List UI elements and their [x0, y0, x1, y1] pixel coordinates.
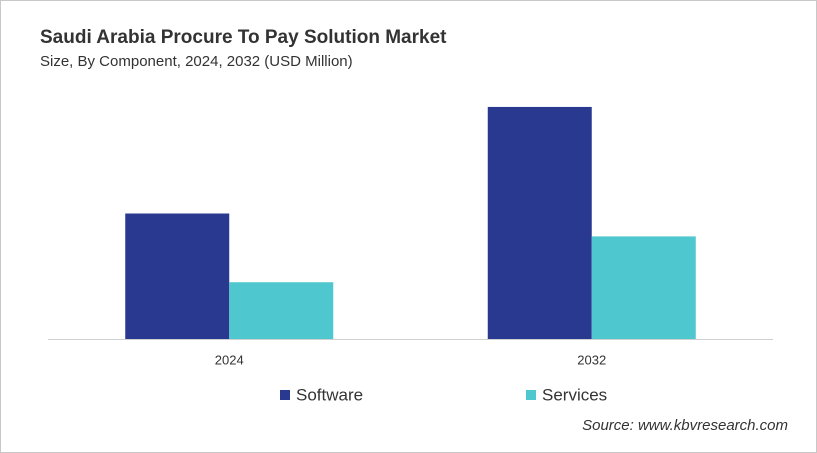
bar — [487, 106, 592, 339]
source: Source: www.kbvresearch.com — [582, 417, 788, 434]
chart-subtitle: Size, By Component, 2024, 2032 (USD Mill… — [40, 53, 353, 70]
x-tick-label: 2032 — [577, 352, 606, 367]
bar — [229, 282, 334, 339]
bar — [125, 213, 230, 339]
chart-title: Saudi Arabia Procure To Pay Solution Mar… — [40, 27, 447, 48]
legend-label: Software — [296, 385, 363, 404]
x-tick-label: 2024 — [215, 352, 244, 367]
legend-swatch — [280, 390, 290, 400]
legend-swatch — [526, 390, 536, 400]
legend-label: Services — [542, 385, 607, 404]
bar — [591, 236, 696, 339]
